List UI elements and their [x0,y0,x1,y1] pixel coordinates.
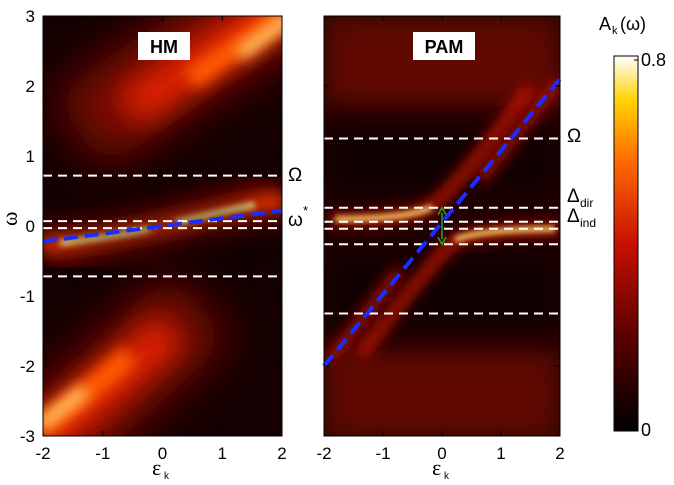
y-tick-label-0: 3 [26,7,35,26]
pam-delta-dir-subscript: dir [580,196,593,210]
pam-delta-ind-subscript: ind [580,216,596,230]
hm-omega-star-superscript: * [303,203,308,218]
hm-omega-label: Ω [288,165,302,186]
hm-title-box [138,32,190,60]
y-tick-label-4: -1 [20,287,35,306]
pam-x-tick-label-4: 2 [555,444,564,463]
pam-x-tick-label-1: -1 [375,444,390,463]
y-tick-label-6: -3 [20,427,35,446]
gap-arrow [437,206,447,246]
y-axis-label: ω [0,212,22,226]
y-tick-label-2: 1 [26,147,35,166]
y-tick-label-5: -2 [20,357,35,376]
y-tick-label-3: 0 [26,217,35,236]
colorbar-title-tail: (ω) [620,14,646,34]
pam-x-subscript: k [444,471,450,482]
hm-x-tick-label-3: 1 [218,444,227,463]
hm-x-tick-label-0: -2 [35,444,50,463]
colorbar-title-subscript: k [612,25,618,37]
colorbar: A k (ω) 0.8 0 [599,14,666,440]
hm-reference-lines [43,174,282,278]
pam-delta-dir-symbol: Δ [567,186,580,207]
hm-omega-star-label: ω * [288,203,308,231]
hm-panel: HM [42,15,283,437]
hm-title: HM [150,37,178,57]
pam-title-box [413,32,475,60]
pam-x-tick-label-2: 0 [437,444,446,463]
hm-x-axis-label: ε k [152,455,170,482]
pam-title: PAM [425,37,464,57]
pam-delta-ind-symbol: Δ [567,206,580,227]
pam-x-tick-label-3: 1 [496,444,505,463]
pam-delta-dir-label: Δ dir [567,186,593,210]
pam-delta-ind-label: Δ ind [567,206,596,230]
pam-reference-lines [324,137,560,315]
hm-x-tick-label-4: 2 [277,444,286,463]
pam-panel: PAM [322,15,562,437]
colorbar-max-label: 0.8 [641,50,666,70]
hm-x-symbol: ε [152,455,161,480]
hm-x-tick-label-1: -1 [95,444,110,463]
colorbar-gradient [613,55,639,432]
pam-x-tick-label-0: -2 [316,444,331,463]
gap-arrow-head-top [437,206,447,216]
hm-x-tick-label-2: 0 [158,444,167,463]
colorbar-min-label: 0 [641,420,651,440]
colorbar-title: A k (ω) [599,14,646,37]
pam-omega-label: Ω [567,126,581,147]
hm-dispersion-line [42,208,283,244]
colorbar-title-base: A [599,14,611,34]
pam-x-axis-label: ε k [432,455,450,482]
pam-x-symbol: ε [432,455,441,480]
y-tick-label-1: 2 [26,77,35,96]
gap-arrow-head-bottom [437,236,447,246]
hm-omega-star-symbol: ω [288,210,303,231]
hm-x-subscript: k [164,471,170,482]
